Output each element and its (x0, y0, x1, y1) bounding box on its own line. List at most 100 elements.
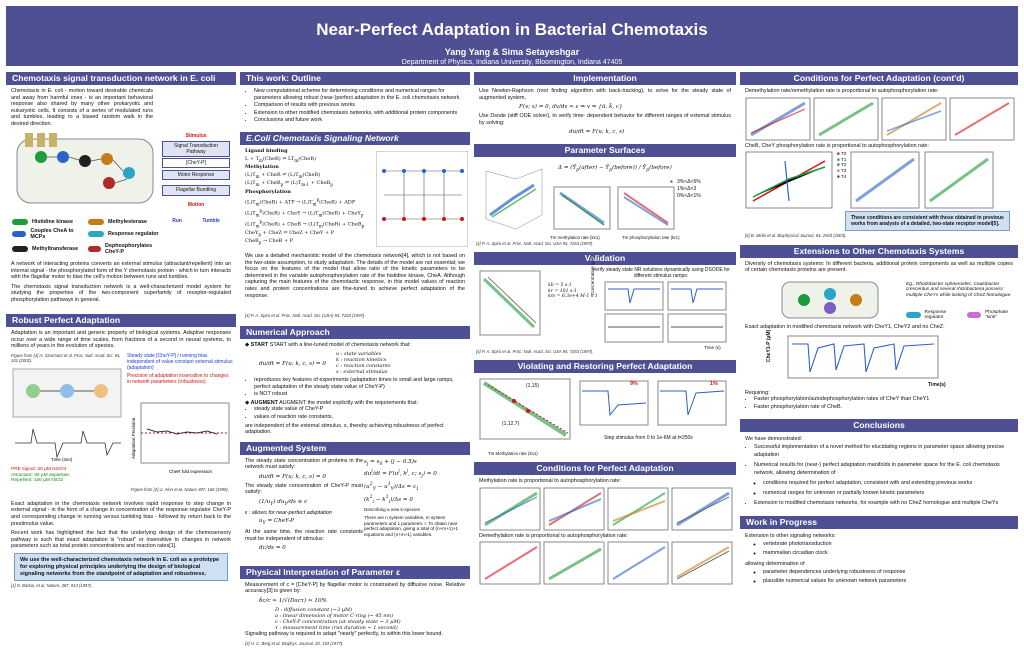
column-4: Conditions for Perfect Adaptation (cont'… (740, 72, 1018, 652)
legend-label: Dephosphorylates CheY-P (105, 242, 153, 256)
validation-scatter (479, 270, 541, 336)
violating-xlabel: Tm Methylation rate (ks1) (488, 451, 538, 456)
pathway-cheyp: [CheY-P] (162, 158, 230, 169)
repellent-label: Repellent: 100 µM NiCl2 (11, 478, 64, 484)
conditions-plot (543, 541, 605, 585)
reaction-list: Ligand binding L + Tm(CheR) ⇌ LTm(CheR) … (245, 148, 375, 247)
conditions-plot (607, 487, 669, 531)
pathway-motor-box: Motor Response (162, 170, 230, 181)
section-network: Chemotaxis signal transduction network i… (6, 72, 236, 311)
network-intro: Chemotaxis in E. coli - motion toward de… (11, 88, 153, 127)
outline-item: New computational scheme for determining… (254, 88, 465, 101)
violating-trace-1 (579, 380, 649, 426)
augmented-eq-2: (1/uY) duY/ds ≤ ε (259, 498, 308, 507)
robust-intro: Adaptation is an important and generic p… (11, 330, 231, 350)
augment-tail: are independent of the external stimulus… (245, 422, 444, 436)
violating-caption: Step stimulus from 0 to 1e-6M at t=250s (604, 435, 693, 441)
signaling-cite: [4] P. A. Spiro et al. Proc. Natl. Acad.… (245, 312, 366, 318)
frem-diagram (12, 368, 122, 418)
legend-item-chey: Response regulator (88, 228, 160, 241)
physical-cite: [3] H. C. Berg et al. Biophys. Journal, … (245, 640, 344, 646)
ode-equation: du/dt = F(u; k, c, s) = 0 (259, 360, 326, 367)
pathway-stimulus: Stimulus (185, 133, 207, 139)
legend-swatch (12, 231, 27, 238)
violating-label-b: (1,12.7) (502, 421, 520, 427)
legend-label: Response regulator (924, 309, 947, 321)
extensions-legend: Response regulator Phosphate "sink" (906, 310, 1018, 322)
section-numerical: Numerical Approach ◆ START START with a … (240, 325, 470, 439)
legend-swatch (12, 246, 28, 253)
section-heading: E.Coli Chemotaxis Signaling Network (240, 131, 470, 145)
implementation-text-2: Use Dsode (stiff ODE solver), to verify … (479, 113, 731, 126)
extensions-text-1: Diversity of chemotaxis systems: In diff… (745, 260, 1013, 274)
methylation-network-diagram (376, 150, 468, 247)
column-2: This work: Outline New computational sch… (240, 72, 470, 652)
physical-def: τ : measurement time (run duration ~ 1 s… (275, 624, 398, 631)
numerical-var: c : reaction constants (335, 362, 391, 369)
pre-signal-label: PRE signal: 30 µM NiSO4 (11, 466, 67, 472)
conditions2-highlight: These conditions are consistent with tho… (845, 211, 1010, 232)
network-para-3: The chemotaxis signal transduction netwo… (11, 283, 231, 303)
augment-list: steady state value of CheY-P values of r… (245, 406, 465, 420)
conclusions-sublist: conditions required for perfect adaptati… (745, 479, 1013, 497)
augmented-eps-note: ε : allows for near-perfect adaptation (245, 509, 332, 516)
legend-label: T4 (840, 173, 847, 179)
section-heading: Robust Perfect Adaptation (6, 314, 236, 327)
work-list-2: parameter dependences underlying robustn… (745, 568, 1013, 586)
section-heading: Implementation (474, 72, 736, 85)
conditions-grid-1 (479, 487, 733, 531)
conditions-plot (479, 541, 541, 585)
conditions2-legend-item: ■ T0 (837, 151, 847, 157)
surface-xlabel-1: Tm methylation rate (ks1) (550, 235, 600, 240)
augment-item: values of reaction rate constants, (254, 414, 465, 421)
conditions2-plot (949, 97, 1015, 141)
section-physical: Physical Interpretation of Parameter ε M… (240, 565, 470, 649)
work-item: plausible numerical values for unknown n… (763, 577, 1013, 585)
section-heading: Augmented System (240, 441, 470, 455)
signaling-para: We use a detailed mechanistic model of t… (245, 252, 465, 299)
section-heading: Parameter Surfaces (474, 144, 736, 157)
reaction-label: Ligand binding (245, 147, 288, 154)
conditions-plot (543, 487, 605, 531)
robust-figure: Figure from [4] H. Szurmant et al, Proc.… (11, 352, 233, 501)
physical-def: c : CheY-P concentration (at steady stat… (275, 618, 401, 625)
legend-item-cher: Methyltransferase (12, 243, 84, 256)
conditions2-plot (881, 97, 947, 141)
numerical-var: u : state variables (335, 350, 382, 357)
section-heading: Physical Interpretation of Parameter ε (240, 565, 470, 579)
outline-item: Extension to other modified chemotaxis n… (254, 110, 465, 117)
column-3: Implementation Use Newton-Raphson (root … (474, 72, 736, 652)
robust-fig-cite: Figure from [4] H. Szurmant et al, Proc.… (11, 352, 121, 363)
legend-label: T3 (840, 167, 847, 173)
section-heading: Violating and Restoring Perfect Adaptati… (474, 360, 736, 373)
conclusion-item: Successful implementation of a novel met… (754, 443, 1013, 460)
validation-xlabel: Time (s) (704, 345, 721, 350)
reaction-label: Methylation (245, 164, 279, 171)
augmented-text-1: The steady state concentration of protei… (245, 457, 363, 471)
poster-title: Near-Perfect Adaptation in Bacterial Che… (316, 20, 708, 39)
violating-pct-a: 9% (630, 381, 638, 387)
conclusions-list: Successful implementation of a novel met… (745, 443, 1013, 478)
numerical-var: k : reaction kinetics (335, 356, 387, 363)
section-heading: Conditions for Perfect Adaptation (cont'… (740, 72, 1018, 85)
validation-k: kr = 101 s-1 (548, 288, 577, 294)
section-heading: Chemotaxis signal transduction network i… (6, 72, 236, 85)
requirement-item: Faster phosphorylation/autodephosphoryla… (754, 396, 1013, 403)
conclusion-subitem: numerical ranges for unknown or partiall… (763, 489, 1013, 497)
work-item: vertebrate phototransduction (763, 540, 1013, 548)
legend-label: 1%<Δ<3 (677, 186, 697, 193)
surface-scatter-1 (553, 186, 611, 230)
conditions-plot (671, 541, 733, 585)
section-heading: Work in Progress (740, 515, 1018, 529)
conditions2-3d-plot (745, 151, 833, 209)
augmented-eq-1: du/dt = F(u; k, c, s) = 0 (259, 473, 326, 480)
violating-pct-b: 1% (710, 381, 718, 387)
legend-label: Methylesterase (108, 219, 147, 225)
robust-highlight: We use the well-characterized chemotaxis… (14, 552, 228, 582)
reaction-eq: (L)Tm + CheBp ⇌ (L)Tm-1 + CheBp (245, 180, 333, 188)
work-intro: Extension to other signaling networks: (745, 532, 836, 539)
validation-k: km = 6.3e+4 M-1 s-1 (548, 294, 598, 300)
validation-k: kb = 5 s-1 (548, 283, 572, 288)
numerical-var: s : external stimulus (335, 368, 388, 375)
